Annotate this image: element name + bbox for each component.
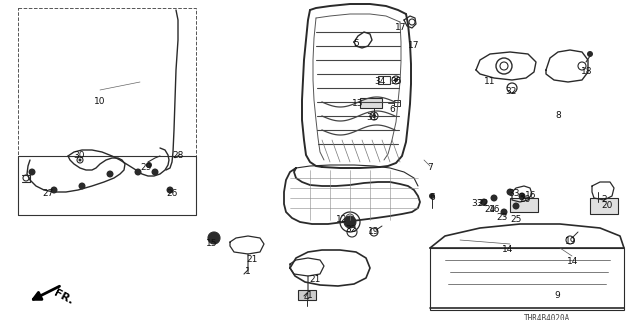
Text: 26: 26 (166, 189, 178, 198)
Circle shape (79, 182, 86, 189)
Text: 9: 9 (554, 292, 560, 300)
Circle shape (146, 162, 152, 168)
Circle shape (429, 193, 435, 199)
Text: THR4B4020A: THR4B4020A (524, 314, 570, 320)
Text: 21: 21 (246, 255, 258, 265)
Circle shape (152, 169, 159, 175)
Text: 18: 18 (581, 68, 593, 76)
Text: 11: 11 (484, 77, 496, 86)
Bar (360, 98, 382, 108)
Text: 29: 29 (140, 164, 152, 172)
Bar (430, 248, 624, 310)
Text: 1: 1 (307, 292, 313, 300)
Circle shape (372, 114, 376, 118)
Text: 4: 4 (303, 293, 309, 302)
Text: 8: 8 (555, 111, 561, 121)
Text: 15: 15 (206, 239, 218, 249)
Text: 32: 32 (506, 87, 516, 97)
Text: 35: 35 (390, 77, 402, 86)
Circle shape (518, 193, 525, 199)
Text: 17: 17 (396, 23, 407, 33)
Bar (378, 76, 390, 84)
Circle shape (208, 232, 220, 244)
Text: 5: 5 (353, 39, 359, 49)
Text: 19: 19 (368, 228, 380, 236)
Bar (298, 290, 316, 300)
Text: 27: 27 (42, 189, 54, 198)
Text: 16: 16 (525, 191, 537, 201)
Text: 31: 31 (366, 114, 378, 123)
Text: 6: 6 (429, 194, 435, 203)
Circle shape (513, 203, 520, 210)
Bar (18, 8, 196, 215)
Circle shape (394, 78, 398, 82)
Text: 20: 20 (602, 202, 612, 211)
Text: 2: 2 (601, 196, 607, 204)
Text: 14: 14 (567, 258, 579, 267)
Text: 6: 6 (389, 106, 395, 115)
Text: 25: 25 (510, 215, 522, 225)
Text: 13: 13 (352, 100, 364, 108)
Text: FR.: FR. (52, 288, 75, 306)
Text: 23: 23 (496, 213, 508, 222)
Text: 21: 21 (309, 276, 321, 284)
Text: 16: 16 (489, 205, 500, 214)
Text: 22: 22 (477, 199, 488, 209)
Text: 14: 14 (502, 245, 514, 254)
Text: 33: 33 (508, 189, 520, 198)
Text: 32: 32 (346, 226, 356, 235)
Circle shape (106, 171, 113, 178)
Bar (394, 100, 400, 106)
Circle shape (506, 188, 513, 196)
Bar (18, 156, 196, 215)
Text: 10: 10 (94, 98, 106, 107)
Text: 28: 28 (172, 151, 184, 161)
Circle shape (490, 195, 497, 202)
Text: 34: 34 (374, 77, 386, 86)
Text: 20: 20 (519, 196, 531, 204)
Bar (510, 198, 538, 212)
Text: 7: 7 (427, 164, 433, 172)
Bar (590, 198, 618, 214)
Circle shape (79, 158, 81, 162)
Circle shape (344, 216, 356, 228)
Text: 30: 30 (73, 151, 84, 161)
Circle shape (481, 198, 488, 205)
Circle shape (587, 51, 593, 57)
Text: 19: 19 (565, 237, 577, 246)
Text: 24: 24 (484, 205, 495, 214)
Text: 33: 33 (471, 199, 483, 209)
Text: 17: 17 (408, 42, 420, 51)
Circle shape (500, 209, 508, 215)
Circle shape (134, 169, 141, 175)
Circle shape (29, 169, 35, 175)
Text: 12: 12 (336, 215, 348, 225)
Text: 3: 3 (518, 194, 524, 203)
Text: 1: 1 (245, 268, 251, 276)
Circle shape (166, 187, 173, 194)
Circle shape (51, 187, 58, 194)
